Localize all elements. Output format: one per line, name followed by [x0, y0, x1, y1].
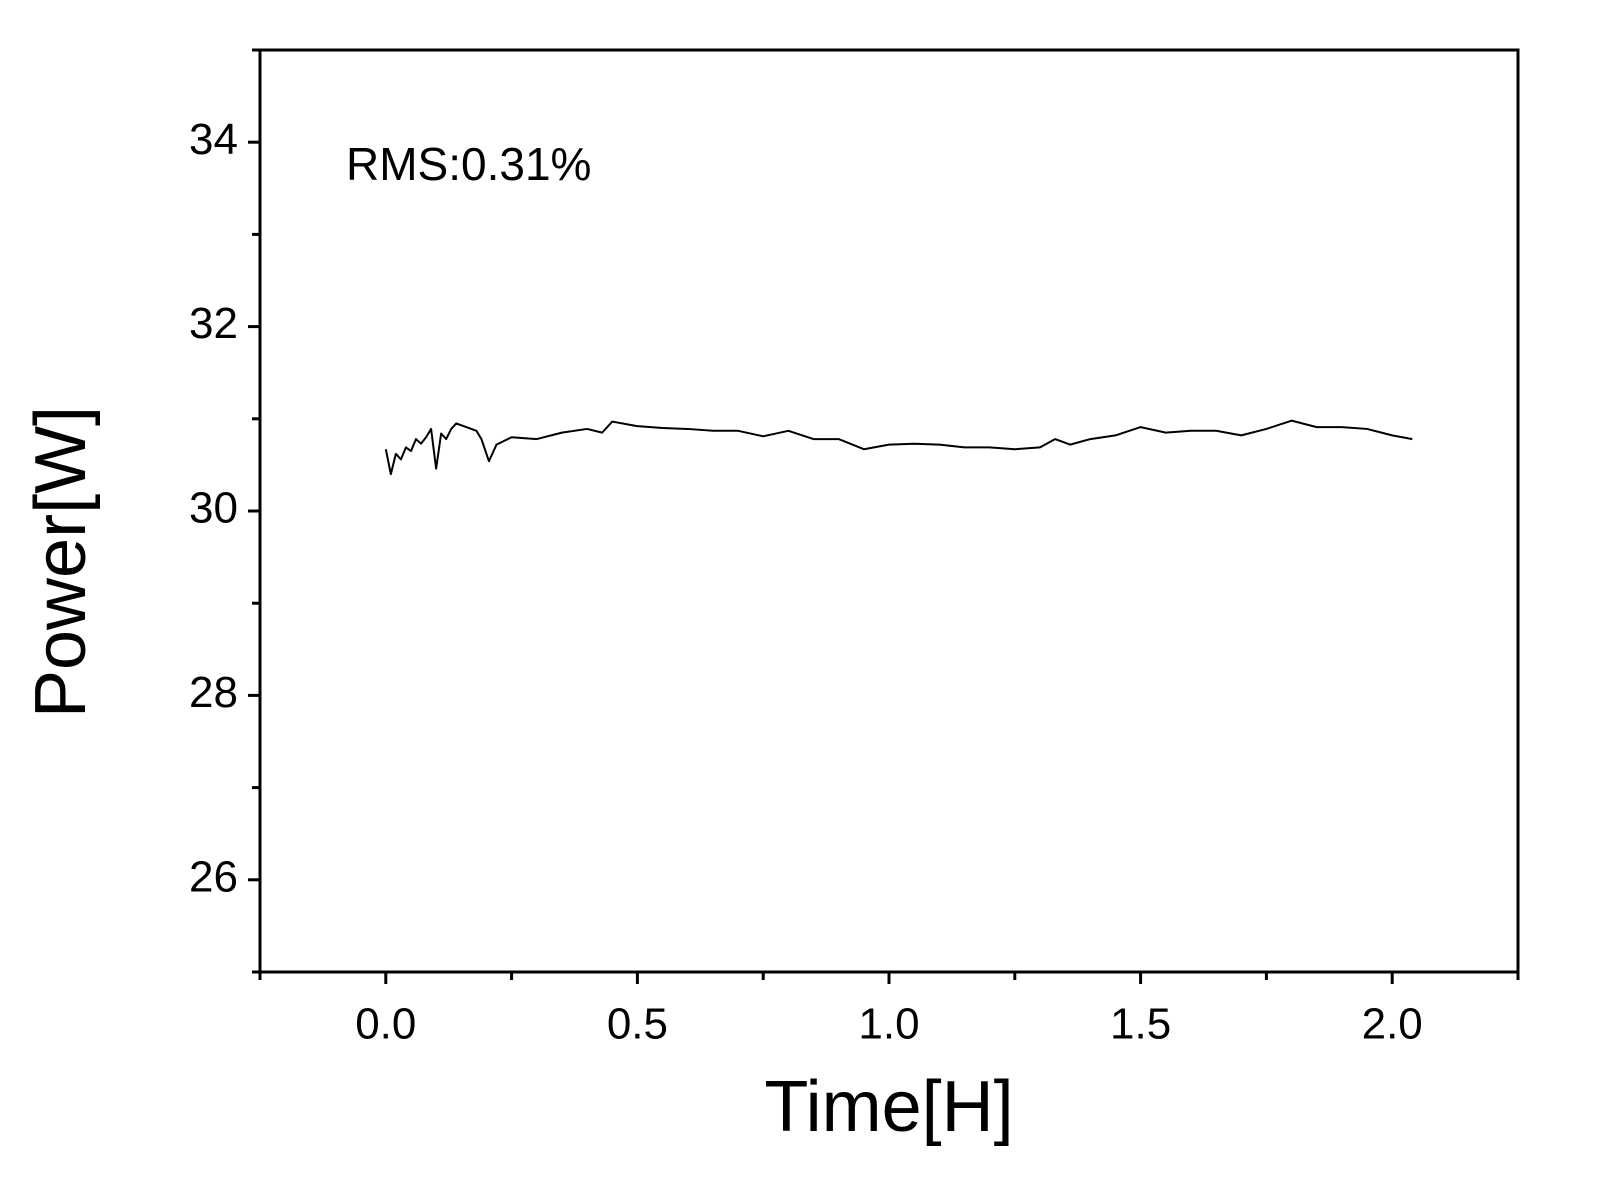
y-tick-label: 30 — [189, 484, 238, 533]
x-tick-label: 0.0 — [355, 1000, 416, 1049]
annotation: RMS:0.31% — [346, 138, 591, 190]
data-line — [384, 419, 1413, 476]
y-axis-label: Power[W] — [21, 406, 101, 718]
y-tick-label: 34 — [189, 115, 238, 164]
y-tick-label: 28 — [189, 668, 238, 717]
x-tick-label: 2.0 — [1362, 1000, 1423, 1049]
x-tick-label: 1.0 — [858, 1000, 919, 1049]
y-tick-label: 32 — [189, 299, 238, 348]
y-tick-label: 26 — [189, 852, 238, 901]
x-axis-label: Time[H] — [764, 1067, 1013, 1147]
x-tick-label: 1.5 — [1110, 1000, 1171, 1049]
x-tick-label: 0.5 — [607, 1000, 668, 1049]
